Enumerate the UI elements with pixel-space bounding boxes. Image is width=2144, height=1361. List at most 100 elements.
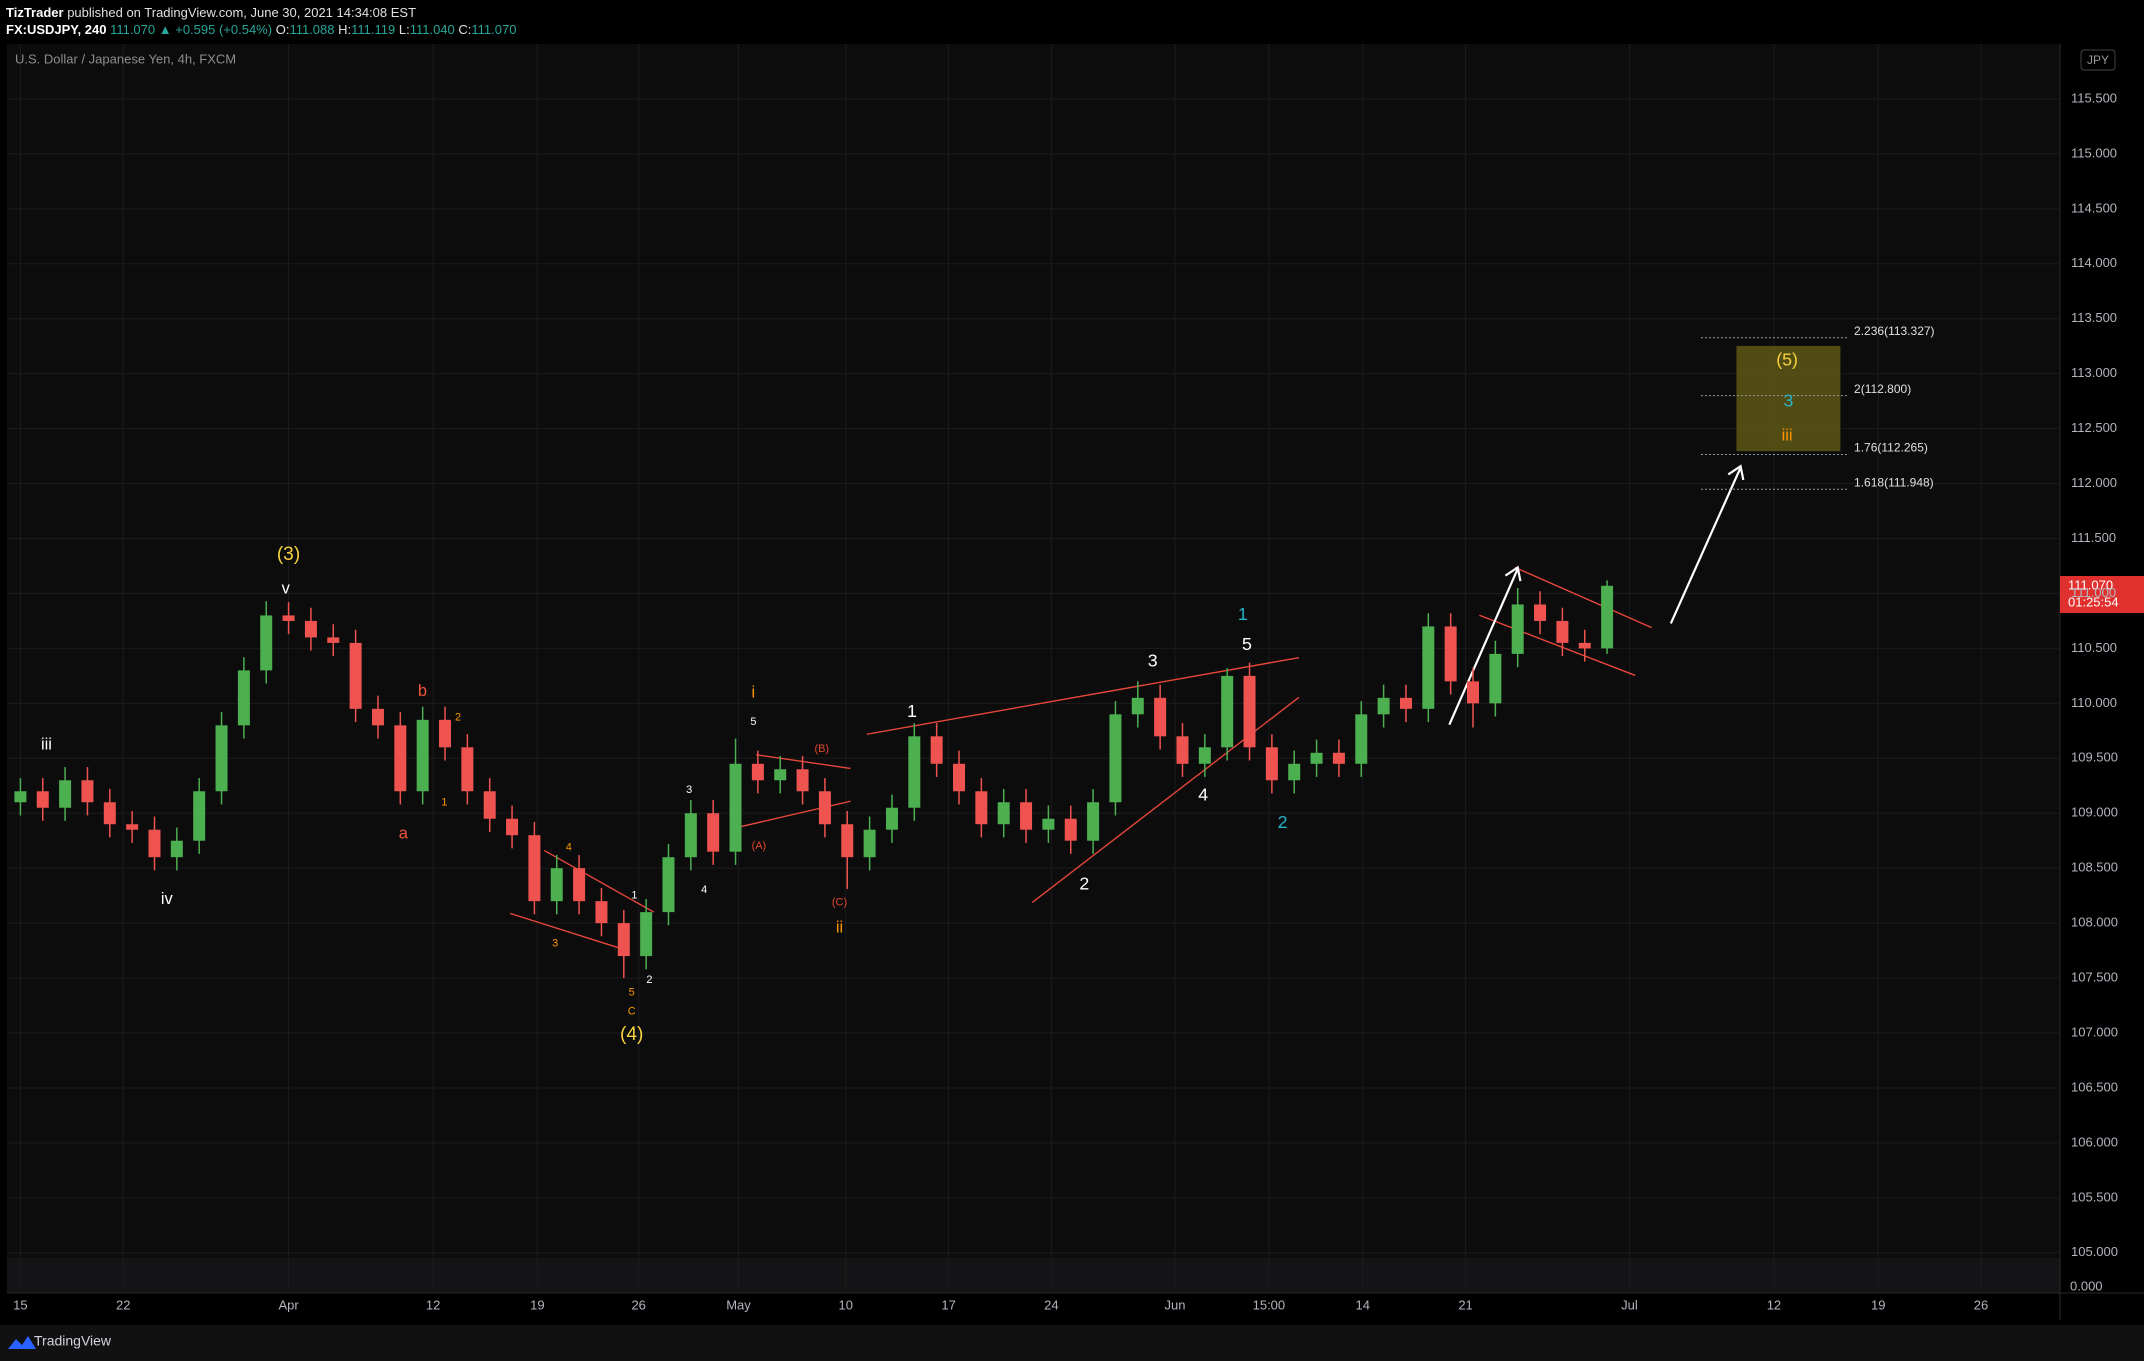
x-tick-label: Jul <box>1621 1297 1638 1312</box>
y-tick-label: 113.500 <box>2071 310 2117 325</box>
author[interactable]: TizTrader <box>6 5 64 20</box>
wave-label: 4 <box>701 884 707 896</box>
wave-label: 4 <box>566 842 572 854</box>
trend-line <box>738 800 851 828</box>
h-label: H: <box>338 22 352 37</box>
currency-label[interactable]: JPY <box>2087 53 2109 67</box>
currency-button[interactable] <box>2080 49 2116 71</box>
fib-label: 2(112.800) <box>1854 382 1911 396</box>
c-value: 111.070 <box>471 22 517 37</box>
candle-body <box>885 807 898 830</box>
candle-body <box>662 857 675 913</box>
volume-axis-label: 0.000 <box>2070 1278 2103 1293</box>
plot-area <box>7 44 2060 1293</box>
wave-label: i <box>752 684 756 702</box>
l-label: L: <box>398 22 410 37</box>
candle-body <box>1064 818 1077 841</box>
wave-label: v <box>282 580 291 598</box>
wave-label: 1 <box>441 796 447 808</box>
wave-label: (4) <box>620 1024 643 1045</box>
candle-body <box>126 824 139 830</box>
x-tick-label: May <box>726 1297 751 1312</box>
candle-body <box>193 791 206 841</box>
y-tick-label: 113.000 <box>2071 365 2117 380</box>
x-tick-label: 10 <box>839 1297 853 1312</box>
wave-label: 5 <box>750 716 756 728</box>
candle-body <box>1288 763 1301 781</box>
candle-body <box>1332 752 1345 764</box>
candle-body <box>282 615 295 621</box>
y-tick-label: 115.500 <box>2071 90 2117 105</box>
x-tick-label: 24 <box>1044 1297 1058 1312</box>
wave-label: ii <box>836 919 843 937</box>
candle-body <box>103 802 116 825</box>
wave-label: (A) <box>752 840 767 852</box>
candle-body <box>170 840 183 858</box>
x-tick-label: 17 <box>941 1297 955 1312</box>
candle-body <box>349 642 362 709</box>
x-tick-label: 26 <box>631 1297 645 1312</box>
y-tick-label: 112.500 <box>2071 420 2117 435</box>
candle-body <box>1221 675 1234 748</box>
candle-body <box>1467 681 1480 704</box>
candle-body <box>908 736 921 808</box>
wave-label: 2 <box>1278 812 1288 832</box>
candle-body <box>930 736 943 764</box>
wave-label: (3) <box>277 544 300 565</box>
arrows <box>1448 464 1745 726</box>
wave-label: 1 <box>631 889 637 901</box>
last-price: 111.070 <box>2068 577 2113 592</box>
candle-body <box>1489 653 1502 704</box>
candle-body <box>36 791 49 808</box>
x-tick-label: Jun <box>1165 1297 1186 1312</box>
logo <box>8 1336 36 1349</box>
y-tick-label: 111.000 <box>2071 585 2116 600</box>
candle-body <box>684 813 697 858</box>
footer-brand[interactable]: TradingView <box>34 1333 112 1349</box>
wave-label: (C) <box>832 896 847 908</box>
l-value: 111.040 <box>409 22 455 37</box>
wave-label: 2 <box>646 974 652 986</box>
candle-body <box>1131 697 1144 715</box>
arrow <box>1448 568 1519 726</box>
candle-body <box>1511 604 1524 654</box>
wave-label: 3 <box>552 937 558 949</box>
countdown: 01:25:54 <box>2068 594 2119 609</box>
candle-body <box>1444 626 1457 682</box>
candle-body <box>1399 697 1412 709</box>
header: TizTrader published on TradingView.com, … <box>6 4 516 38</box>
y-tick-label: 115.000 <box>2071 145 2117 160</box>
candle-body <box>81 780 94 803</box>
x-tick-label: 15 <box>13 1297 27 1312</box>
y-tick-label: 105.500 <box>2071 1189 2118 1204</box>
candle-body <box>528 835 541 902</box>
footer <box>0 1325 2144 1361</box>
wave-label: 3 <box>686 784 692 796</box>
x-tick-label: 15:00 <box>1253 1297 1286 1312</box>
x-tick-label: 19 <box>530 1297 544 1312</box>
x-tick-label: 26 <box>1974 1297 1988 1312</box>
x-tick-label: 21 <box>1458 1297 1472 1312</box>
x-tick-label: Apr <box>278 1297 299 1312</box>
x-tick-label: 22 <box>116 1297 130 1312</box>
fib-label: 1.76(112.265) <box>1854 441 1928 455</box>
candle-body <box>1154 697 1167 737</box>
change: ▲ +0.595 (+0.54%) <box>158 22 273 37</box>
candle-body <box>237 670 250 726</box>
candle-body <box>371 708 384 726</box>
candle-body <box>1355 714 1368 764</box>
volume-pane <box>7 1258 2060 1293</box>
candle-body <box>304 620 317 638</box>
trend-line <box>543 849 654 913</box>
y-tick-label: 109.000 <box>2071 805 2118 820</box>
wave-label: (5) <box>1776 350 1798 370</box>
candle-body <box>327 637 340 643</box>
candle-body <box>617 923 630 957</box>
candle-body <box>774 769 787 781</box>
candle-body <box>595 901 608 924</box>
arrow-head <box>1504 565 1522 582</box>
wave-label: 5 <box>629 987 635 999</box>
y-tick-label: 114.000 <box>2071 255 2117 270</box>
candle-body <box>59 780 72 808</box>
